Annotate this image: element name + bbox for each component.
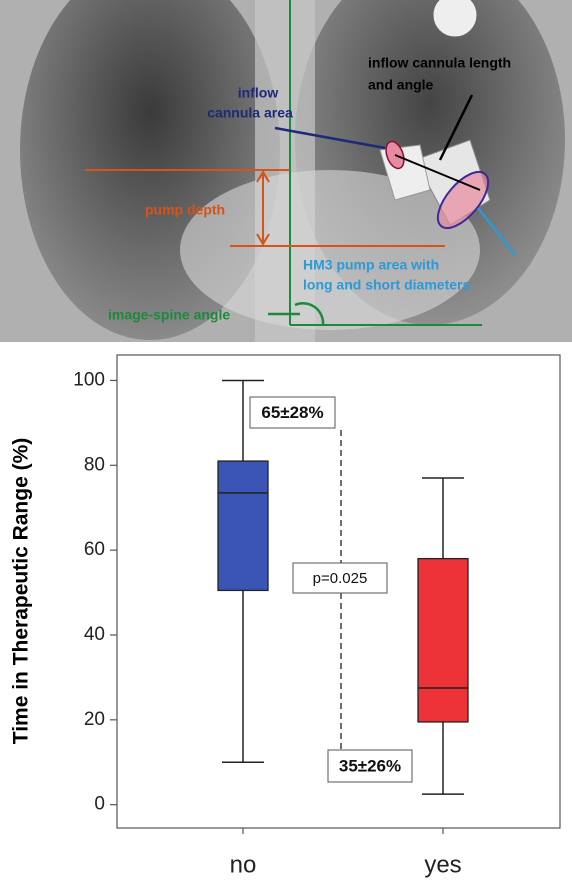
annotation-box bbox=[249, 396, 336, 429]
chart: 0 20 40 60 80 100 no yes 65±28% p=0.025 35±26% bbox=[73, 369, 469, 878]
box bbox=[417, 557, 469, 723]
xray-labels: inflow cannula area inflow cannula length a… bbox=[108, 55, 511, 323]
annotation-label: inflow bbox=[238, 85, 279, 101]
annotation: 65±28% bbox=[261, 403, 323, 422]
y-tick-label: 20 bbox=[84, 709, 105, 730]
annotation-label: long and short diameters bbox=[303, 277, 470, 293]
annotation-box bbox=[292, 562, 388, 594]
y-tick-label: 40 bbox=[84, 624, 105, 645]
annotation-label: and angle bbox=[368, 77, 434, 93]
annotation-label: HM3 pump area with bbox=[303, 257, 439, 273]
box bbox=[217, 460, 269, 592]
xray-overlay bbox=[85, 0, 516, 326]
y-tick-label: 100 bbox=[73, 369, 105, 390]
annotation: p=0.025 bbox=[313, 570, 368, 587]
x-tick-label: yes bbox=[424, 851, 461, 878]
annotation-label: cannula area bbox=[207, 105, 293, 121]
annotation-label: pump depth bbox=[145, 202, 225, 218]
annotation-label: image-spine angle bbox=[108, 307, 230, 323]
annotation: 35±26% bbox=[339, 756, 401, 775]
x-tick-label: no bbox=[230, 851, 257, 878]
annotation-label: inflow cannula length bbox=[368, 55, 511, 71]
y-tick-label: 60 bbox=[84, 539, 105, 560]
y-axis-label: Time in Therapeutic Range (%) bbox=[10, 438, 33, 745]
xray-image bbox=[0, 0, 572, 342]
y-tick-label: 0 bbox=[94, 794, 105, 815]
y-tick-label: 80 bbox=[84, 454, 105, 475]
annotation-box bbox=[327, 749, 413, 783]
